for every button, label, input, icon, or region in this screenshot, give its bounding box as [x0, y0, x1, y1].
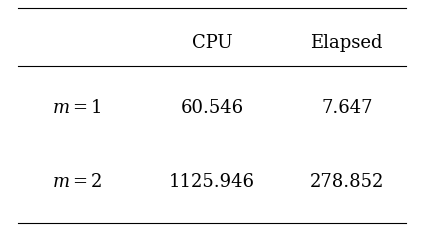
Text: CPU: CPU: [192, 34, 232, 52]
Text: $m = 1$: $m = 1$: [52, 99, 102, 117]
Text: Elapsed: Elapsed: [310, 34, 383, 52]
Text: 1125.946: 1125.946: [169, 173, 255, 191]
Text: 60.546: 60.546: [181, 99, 243, 117]
Text: $m = 2$: $m = 2$: [52, 173, 103, 191]
Text: 278.852: 278.852: [310, 173, 384, 191]
Text: 7.647: 7.647: [321, 99, 373, 117]
